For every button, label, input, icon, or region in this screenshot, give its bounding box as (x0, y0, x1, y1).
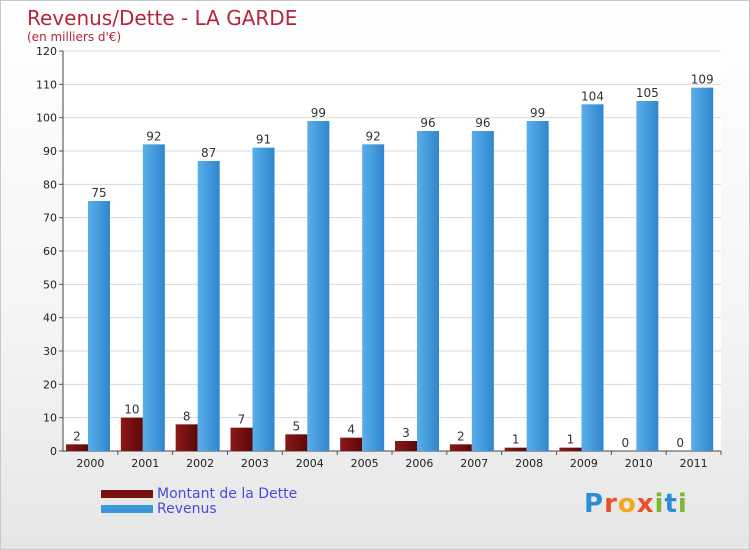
y-tick-label: 40 (43, 312, 57, 325)
data-label-dette: 10 (124, 403, 139, 417)
data-label-dette: 5 (293, 419, 301, 433)
x-tick-label: 2001 (131, 457, 159, 470)
data-label-dette: 2 (73, 429, 81, 443)
y-tick-label: 80 (43, 178, 57, 191)
bar-dette (559, 447, 582, 451)
y-tick-label: 60 (43, 245, 57, 258)
bar-revenus (142, 144, 165, 452)
data-label-revenus: 87 (201, 146, 216, 160)
legend-item-revenus: Revenus (101, 500, 297, 517)
bar-revenus (307, 121, 330, 451)
data-label-revenus: 96 (420, 116, 435, 130)
y-tick-label: 0 (50, 445, 57, 458)
bar-dette (175, 424, 198, 451)
y-tick-label: 50 (43, 278, 57, 291)
x-tick-label: 2010 (625, 457, 653, 470)
bar-dette (66, 444, 88, 451)
y-tick-label: 120 (36, 45, 57, 58)
bar-revenus (636, 101, 659, 451)
legend-swatch-revenus (101, 504, 153, 513)
legend: Montant de la Dette Revenus (101, 485, 298, 517)
legend-swatch-dette (101, 489, 153, 498)
x-tick-label: 2009 (570, 457, 598, 470)
y-tick-label: 20 (43, 378, 57, 391)
x-tick-label: 2011 (680, 457, 708, 470)
proxiti-logo: Proxiti (584, 489, 688, 519)
bar-dette (120, 417, 143, 451)
y-tick-label: 70 (43, 212, 57, 225)
bar-revenus (471, 131, 494, 451)
bar-revenus (526, 121, 549, 451)
bar-dette (395, 441, 417, 451)
data-label-revenus: 99 (311, 106, 326, 120)
bar-dette (285, 434, 308, 451)
x-tick-label: 2006 (405, 457, 433, 470)
data-label-dette: 0 (676, 436, 684, 450)
data-label-dette: 8 (183, 409, 191, 423)
x-tick-label: 2004 (296, 457, 324, 470)
legend-item-dette: Montant de la Dette (101, 485, 298, 502)
data-label-dette: 3 (402, 426, 410, 440)
bar-revenus (581, 104, 604, 451)
y-tick-label: 10 (43, 412, 57, 425)
data-label-dette: 2 (457, 429, 465, 443)
bar-revenus (252, 147, 275, 451)
data-label-revenus: 91 (256, 133, 271, 147)
x-tick-label: 2008 (515, 457, 543, 470)
x-tick-label: 2000 (76, 457, 104, 470)
bar-dette (504, 447, 527, 451)
chart-subtitle: (en milliers d'€) (27, 30, 122, 44)
bar-dette (340, 437, 363, 451)
bar-dette (449, 444, 472, 451)
data-label-revenus: 109 (691, 73, 714, 87)
bar-revenus (417, 131, 439, 451)
bar-revenus (362, 144, 385, 452)
chart-title: Revenus/Dette - LA GARDE (27, 6, 298, 30)
data-label-revenus: 105 (636, 86, 659, 100)
x-tick-label: 2007 (460, 457, 488, 470)
bar-revenus (197, 161, 220, 451)
data-label-revenus: 96 (475, 116, 490, 130)
x-tick-label: 2002 (186, 457, 214, 470)
data-label-revenus: 104 (581, 89, 604, 103)
data-label-dette: 1 (567, 433, 575, 447)
data-label-revenus: 92 (366, 129, 381, 143)
y-tick-label: 100 (36, 112, 57, 125)
bar-revenus (691, 87, 714, 452)
data-label-revenus: 99 (530, 106, 545, 120)
x-tick-label: 2005 (351, 457, 379, 470)
data-label-dette: 1 (512, 433, 520, 447)
data-label-revenus: 75 (91, 186, 106, 200)
y-tick-label: 110 (36, 78, 57, 91)
legend-label-dette: Montant de la Dette (157, 485, 298, 502)
y-tick-label: 90 (43, 145, 57, 158)
bar-dette (230, 427, 253, 451)
legend-label-revenus: Revenus (157, 500, 217, 517)
data-label-revenus: 92 (146, 129, 161, 143)
data-label-dette: 0 (622, 436, 630, 450)
data-label-dette: 4 (347, 423, 355, 437)
y-tick-label: 30 (43, 345, 57, 358)
bar-revenus (88, 201, 110, 451)
bar-chart: 0102030405060708090100110120200027520011… (36, 45, 722, 470)
x-tick-label: 2003 (241, 457, 269, 470)
data-label-dette: 7 (238, 413, 246, 427)
